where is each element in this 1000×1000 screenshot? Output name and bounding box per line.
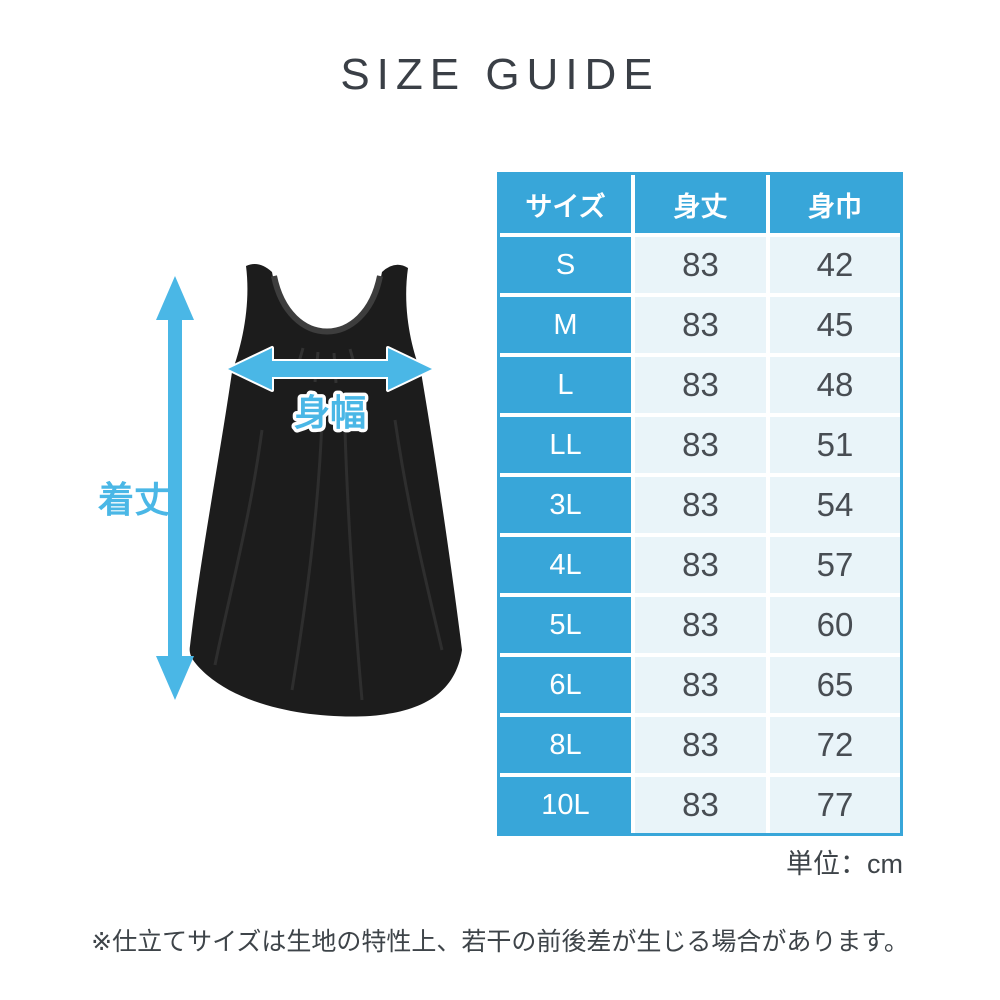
length-arrow xyxy=(156,276,194,700)
width-cell: 51 xyxy=(770,417,900,473)
col-header-length: 身丈 xyxy=(635,175,766,233)
size-cell: 10L xyxy=(500,777,631,833)
footnote: ※仕立てサイズは生地の特性上、若干の前後差が生じる場合があります。 xyxy=(91,928,909,956)
length-cell: 83 xyxy=(635,777,766,833)
fold-lines xyxy=(213,419,444,701)
width-cell: 54 xyxy=(770,477,900,533)
length-label: 着丈 xyxy=(98,479,170,520)
length-cell: 83 xyxy=(635,297,766,353)
length-cell: 83 xyxy=(635,657,766,713)
measurement-diagram: 着丈 身幅 xyxy=(80,248,480,723)
neckline xyxy=(271,275,383,335)
width-cell: 42 xyxy=(770,237,900,293)
page-title: SIZE GUIDE xyxy=(340,50,660,99)
garment-silhouette xyxy=(189,264,463,717)
width-cell: 77 xyxy=(770,777,900,833)
size-cell: 4L xyxy=(500,537,631,593)
length-cell: 83 xyxy=(635,477,766,533)
size-cell: LL xyxy=(500,417,631,473)
length-cell: 83 xyxy=(635,597,766,653)
width-cell: 60 xyxy=(770,597,900,653)
width-cell: 45 xyxy=(770,297,900,353)
length-cell: 83 xyxy=(635,417,766,473)
size-cell: 5L xyxy=(500,597,631,653)
length-cell: 83 xyxy=(635,237,766,293)
col-header-width: 身巾 xyxy=(770,175,900,233)
size-cell: S xyxy=(500,237,631,293)
size-cell: M xyxy=(500,297,631,353)
size-cell: L xyxy=(500,357,631,413)
size-cell: 8L xyxy=(500,717,631,773)
unit-note: 単位：cm xyxy=(786,849,903,879)
width-cell: 48 xyxy=(770,357,900,413)
width-cell: 57 xyxy=(770,537,900,593)
width-cell: 72 xyxy=(770,717,900,773)
length-cell: 83 xyxy=(635,537,766,593)
width-label: 身幅 xyxy=(294,392,366,433)
length-cell: 83 xyxy=(635,717,766,773)
col-header-size: サイズ xyxy=(500,175,631,233)
width-cell: 65 xyxy=(770,657,900,713)
size-cell: 6L xyxy=(500,657,631,713)
size-cell: 3L xyxy=(500,477,631,533)
size-table: サイズ 身丈 身巾 S 83 42 M 83 45 L 83 48 LL 83 … xyxy=(497,172,903,836)
length-cell: 83 xyxy=(635,357,766,413)
width-arrow xyxy=(226,346,434,392)
